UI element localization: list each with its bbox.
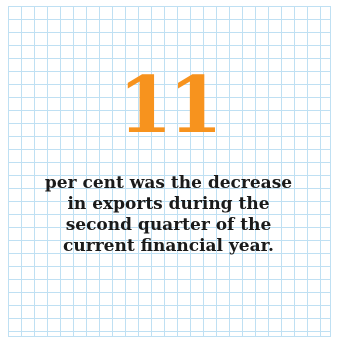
stat-value: 11 bbox=[118, 60, 223, 151]
caption-line-4: current financial year. bbox=[63, 236, 274, 256]
graph-paper-background bbox=[8, 6, 331, 337]
stat-caption: per cent was the decrease in exports dur… bbox=[0, 173, 337, 257]
caption-line-3: second quarter of the bbox=[65, 215, 272, 235]
caption-line-2: in exports during the bbox=[67, 194, 270, 214]
caption-line-1: per cent was the decrease bbox=[44, 173, 293, 193]
